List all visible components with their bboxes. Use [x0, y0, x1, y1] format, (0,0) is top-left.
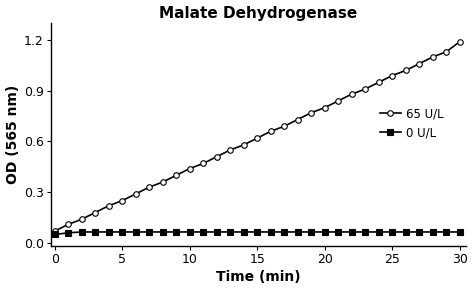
0 U/L: [187, 230, 192, 234]
0 U/L: [322, 230, 328, 234]
65 U/L: [309, 111, 314, 115]
65 U/L: [268, 130, 273, 133]
0 U/L: [282, 230, 287, 234]
65 U/L: [173, 174, 179, 177]
0 U/L: [389, 230, 395, 234]
65 U/L: [92, 211, 98, 214]
65 U/L: [295, 118, 301, 121]
Title: Malate Dehydrogenase: Malate Dehydrogenase: [159, 6, 358, 21]
65 U/L: [416, 62, 422, 66]
0 U/L: [403, 230, 409, 234]
0 U/L: [79, 230, 84, 234]
0 U/L: [52, 233, 57, 236]
65 U/L: [322, 106, 328, 109]
0 U/L: [146, 230, 152, 234]
0 U/L: [119, 230, 125, 234]
0 U/L: [201, 230, 206, 234]
65 U/L: [282, 124, 287, 128]
65 U/L: [133, 192, 138, 196]
0 U/L: [228, 230, 233, 234]
0 U/L: [376, 230, 382, 234]
Line: 65 U/L: 65 U/L: [52, 39, 463, 234]
0 U/L: [92, 230, 98, 234]
0 U/L: [214, 230, 219, 234]
X-axis label: Time (min): Time (min): [216, 271, 301, 284]
65 U/L: [389, 74, 395, 77]
65 U/L: [336, 99, 341, 103]
65 U/L: [146, 185, 152, 189]
0 U/L: [295, 230, 301, 234]
65 U/L: [106, 204, 111, 207]
65 U/L: [79, 218, 84, 221]
65 U/L: [403, 69, 409, 72]
Legend: 65 U/L, 0 U/L: 65 U/L, 0 U/L: [375, 103, 448, 144]
65 U/L: [65, 223, 71, 226]
0 U/L: [336, 230, 341, 234]
0 U/L: [160, 230, 165, 234]
65 U/L: [457, 40, 463, 44]
0 U/L: [133, 230, 138, 234]
65 U/L: [349, 93, 355, 96]
65 U/L: [255, 136, 260, 140]
65 U/L: [363, 87, 368, 91]
65 U/L: [430, 55, 436, 59]
0 U/L: [255, 230, 260, 234]
0 U/L: [349, 230, 355, 234]
0 U/L: [241, 230, 246, 234]
0 U/L: [416, 230, 422, 234]
65 U/L: [443, 50, 449, 54]
0 U/L: [106, 230, 111, 234]
0 U/L: [309, 230, 314, 234]
0 U/L: [457, 230, 463, 234]
65 U/L: [160, 180, 165, 184]
65 U/L: [376, 81, 382, 84]
65 U/L: [187, 167, 192, 170]
65 U/L: [214, 155, 219, 158]
65 U/L: [119, 199, 125, 202]
0 U/L: [268, 230, 273, 234]
0 U/L: [65, 231, 71, 235]
65 U/L: [52, 229, 57, 233]
0 U/L: [443, 230, 449, 234]
0 U/L: [363, 230, 368, 234]
0 U/L: [430, 230, 436, 234]
Line: 0 U/L: 0 U/L: [52, 229, 463, 237]
0 U/L: [173, 230, 179, 234]
Y-axis label: OD (565 nm): OD (565 nm): [6, 85, 19, 184]
65 U/L: [241, 143, 246, 147]
65 U/L: [201, 162, 206, 165]
65 U/L: [228, 148, 233, 152]
